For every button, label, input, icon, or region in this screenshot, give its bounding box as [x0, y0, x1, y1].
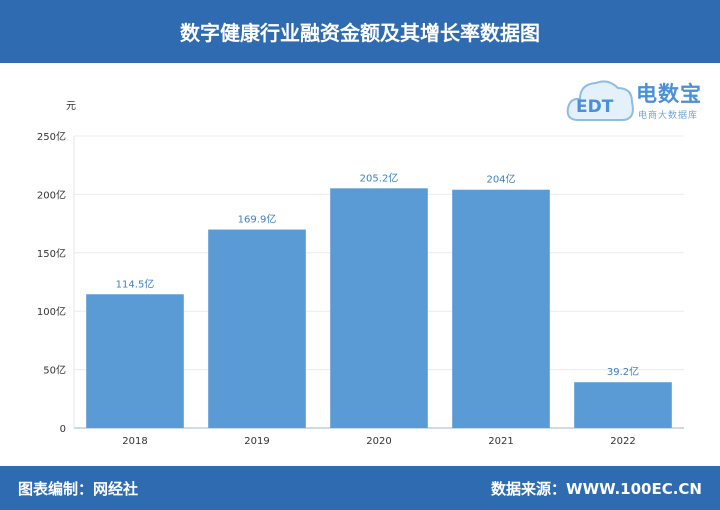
bar-2020 [330, 188, 428, 428]
y-tick-label: 200亿 [37, 188, 66, 201]
y-tick-label: 100亿 [37, 305, 66, 318]
chart-footer: 图表编制：网经社 数据来源：WWW.100EC.CN [0, 466, 720, 510]
cloud-logo-icon: EDT [566, 80, 634, 121]
y-tick-label: 0 [60, 424, 66, 435]
bars [86, 188, 672, 428]
logo-brand: 电数宝 [636, 82, 702, 106]
data-label: 39.2亿 [607, 365, 639, 378]
bar-2019 [208, 229, 306, 428]
y-tick-label: 150亿 [37, 247, 66, 260]
x-axis-ticks: 2018 2019 2020 2021 2022 [122, 436, 635, 447]
footer-source: 数据来源：WWW.100EC.CN [491, 480, 702, 498]
y-tick-label: 250亿 [37, 130, 66, 143]
chart-title: 数字健康行业融资金额及其增长率数据图 [180, 21, 540, 45]
footer-credit: 图表编制：网经社 [18, 480, 139, 498]
x-tick-label: 2018 [122, 436, 147, 447]
data-label: 205.2亿 [360, 171, 399, 184]
x-tick-label: 2021 [488, 436, 513, 447]
y-axis-unit-label: 元 [66, 101, 76, 112]
bar-2018 [86, 294, 184, 428]
x-tick-label: 2019 [244, 436, 269, 447]
chart-header: 数字健康行业融资金额及其增长率数据图 [0, 0, 720, 63]
bar-2022 [574, 382, 672, 428]
x-tick-label: 2022 [610, 436, 635, 447]
bar-2021 [452, 189, 550, 428]
y-axis-ticks: 0 50亿 100亿 150亿 200亿 250亿 [37, 130, 66, 435]
logo-subtitle: 电商大数据库 [638, 111, 699, 121]
data-label: 169.9亿 [238, 213, 277, 226]
data-label: 114.5亿 [116, 277, 155, 290]
logo-mark-text: EDT [576, 97, 614, 117]
data-label: 204亿 [486, 173, 515, 186]
y-tick-label: 50亿 [43, 364, 66, 377]
logo: EDT 电数宝 电商大数据库 [566, 72, 716, 128]
bar-chart: 0 50亿 100亿 150亿 200亿 250亿 114.5亿 169.9亿 205.2亿 2… [37, 101, 684, 447]
data-labels: 114.5亿 169.9亿 205.2亿 204亿 39.2亿 [116, 171, 639, 378]
x-tick-label: 2020 [366, 436, 391, 447]
